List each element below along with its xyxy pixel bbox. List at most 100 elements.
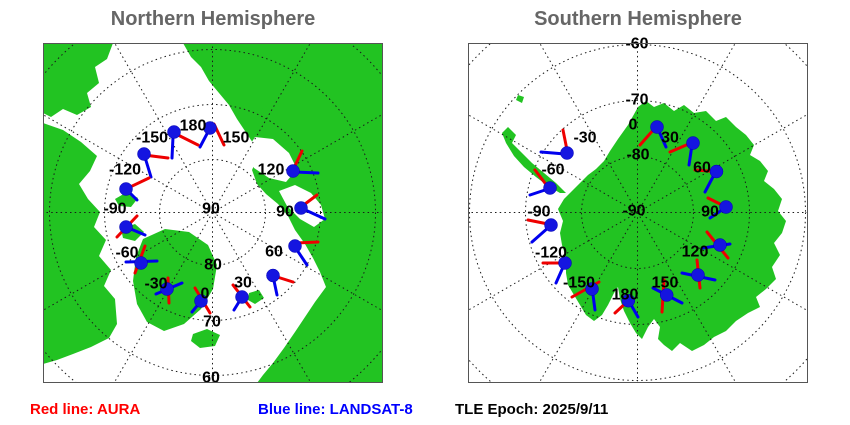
grid-label: 120 (682, 244, 709, 261)
meridian-line (212, 43, 311, 213)
satellite-position-marker (558, 256, 572, 270)
grid-label: -80 (626, 147, 649, 164)
map-frame (43, 43, 383, 383)
landmass (502, 127, 566, 193)
grid-label: 30 (661, 130, 679, 147)
aura-track-line (176, 133, 200, 147)
meridian-line (637, 212, 808, 312)
satellite-position-marker (544, 218, 558, 232)
satellite-position-marker (288, 239, 302, 253)
meridian-line (212, 113, 383, 213)
grid-label: 90 (202, 201, 220, 218)
meridian-line (538, 212, 638, 383)
meridian-line (468, 114, 638, 213)
grid-label: -60 (541, 162, 564, 179)
grid-label: -120 (535, 245, 567, 262)
latitude-circle (104, 104, 321, 321)
satellite-position-marker (709, 164, 724, 179)
sea-inlet (246, 137, 297, 182)
landmass (262, 104, 272, 115)
map-frame (468, 43, 808, 383)
satellite-position-marker (119, 182, 133, 196)
legend-red-aura: Red line: AURA (30, 401, 141, 418)
satellite-position-marker (659, 288, 674, 302)
satellite-position-marker (585, 282, 599, 296)
latitude-circle (525, 100, 750, 325)
satellite-position-marker (686, 136, 700, 150)
grid-label: 0 (201, 286, 210, 303)
landmass (248, 290, 264, 304)
grid-label: -150 (563, 275, 595, 292)
landmass (183, 43, 383, 383)
grid-label: 150 (652, 275, 679, 292)
meridian-line (637, 113, 808, 213)
meridian-line (212, 212, 383, 312)
grid-label: 120 (258, 162, 285, 179)
landmass (558, 101, 786, 351)
landsat8-track-line (170, 135, 175, 160)
satellite-position-marker (235, 290, 249, 304)
meridian-line (637, 43, 736, 213)
grid-label: -30 (573, 130, 596, 147)
satellite-position-marker (719, 200, 733, 214)
grid-label: 180 (612, 287, 639, 304)
grid-label: 60 (693, 160, 711, 177)
grid-label: 30 (234, 275, 252, 292)
grid-label: 80 (204, 257, 222, 274)
grid-label: -60 (115, 245, 138, 262)
satellite-position-marker (560, 146, 574, 160)
grid-label: -30 (144, 276, 167, 293)
satellite-position-marker (650, 120, 664, 134)
landmass (271, 118, 281, 129)
satellite-position-marker (713, 238, 727, 252)
satellite-position-marker (543, 181, 557, 195)
meridian-line (212, 212, 312, 383)
latitude-circle (49, 49, 376, 376)
grid-label: 60 (265, 244, 283, 261)
north-hemisphere-title: Northern Hemisphere (110, 8, 316, 30)
grid-label: 150 (223, 130, 250, 147)
satellite-position-marker (286, 164, 300, 178)
satellite-position-marker (194, 294, 208, 308)
satellite-position-marker (160, 282, 174, 296)
satellite-position-marker (137, 147, 151, 161)
meridian-line (113, 212, 213, 383)
grid-label: 90 (276, 204, 294, 221)
latitude-circle (581, 156, 694, 269)
satellite-position-marker (294, 201, 308, 215)
meridian-line (468, 212, 638, 311)
satellite-position-marker (119, 220, 133, 234)
meridian-line (114, 43, 213, 213)
satellite-position-marker (691, 268, 705, 282)
satellite-position-marker (203, 121, 217, 135)
landmass (191, 329, 220, 348)
grid-label: 70 (203, 314, 221, 331)
satellite-position-marker (167, 125, 181, 139)
satellite-position-marker (134, 256, 148, 270)
grid-label: -70 (625, 92, 648, 109)
satellite-position-marker (266, 268, 280, 283)
grid-label: -90 (103, 201, 126, 218)
south-hemisphere-map: -60 -70 -80 -90 0 30 60 90 120 150 180 -150 -120 -90 -… (468, 36, 808, 383)
grid-label: -120 (109, 162, 141, 179)
meridian-line (43, 114, 213, 213)
north-hemisphere-map: 180 150 120 90 60 30 0 -30 -60 -90 -120 -150 90 80 70 6… (43, 43, 383, 387)
satellite-position-marker (621, 293, 636, 308)
north-map-svg: 180 150 120 90 60 30 0 -30 -60 -90 -120 -150 90 80 70 6… (43, 43, 383, 387)
latitude-circle (469, 44, 806, 381)
south-hemisphere-title: Southern Hemisphere (534, 8, 742, 30)
legend-blue-landsat8: Blue line: LANDSAT-8 (258, 401, 413, 418)
landmass (43, 123, 117, 364)
grid-label: 0 (629, 117, 638, 134)
grid-label: -90 (622, 203, 645, 220)
landmass (516, 95, 524, 103)
meridian-line (637, 212, 737, 383)
grid-label: 180 (180, 118, 207, 135)
landmass (43, 43, 113, 117)
grid-label: 60 (202, 370, 220, 387)
meridian-line (43, 212, 213, 311)
grid-label: -150 (136, 130, 168, 147)
legend-tle-epoch: TLE Epoch: 2025/9/11 (455, 401, 609, 418)
